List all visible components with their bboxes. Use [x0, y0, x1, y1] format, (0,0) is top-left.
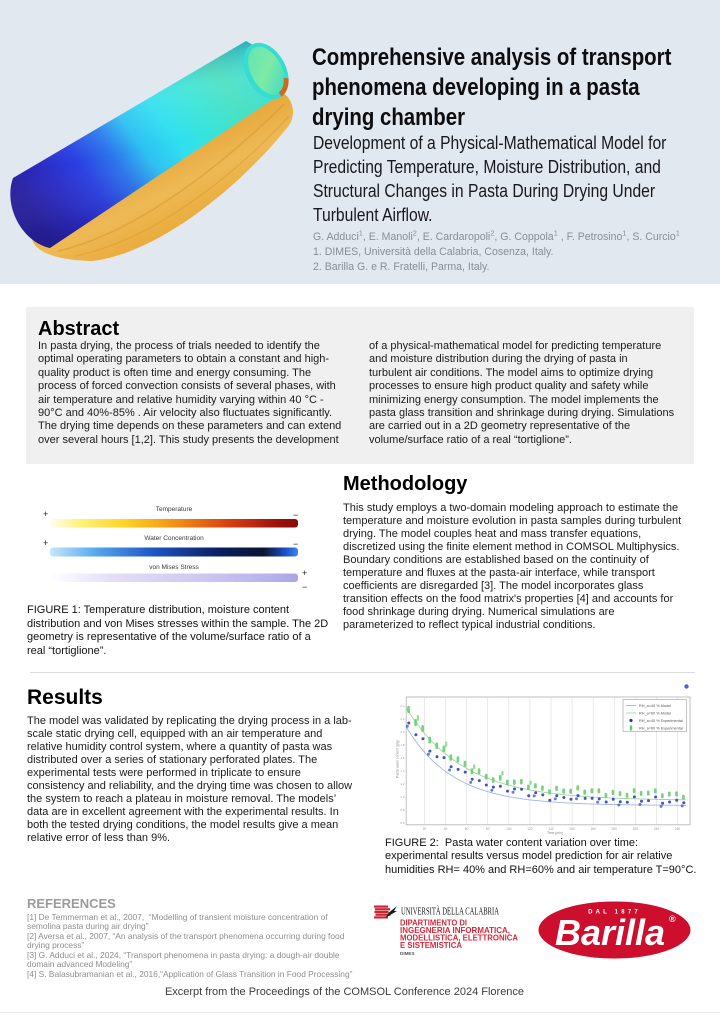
- svg-text:100: 100: [506, 827, 512, 831]
- svg-text:RH_a=60 % Model: RH_a=60 % Model: [639, 711, 671, 715]
- svg-text:260: 260: [675, 827, 681, 831]
- svg-text:MODELLISTICA, ELETTRONICA: MODELLISTICA, ELETTRONICA: [400, 934, 518, 943]
- svg-text:DIPARTIMENTO DI: DIPARTIMENTO DI: [400, 919, 467, 928]
- svg-text:1.4: 1.4: [400, 769, 405, 773]
- svg-text:+: +: [302, 568, 307, 578]
- svg-text:Barilla: Barilla: [555, 912, 665, 953]
- svg-text:240: 240: [654, 827, 660, 831]
- svg-text:40: 40: [444, 827, 448, 831]
- svg-text:+: +: [43, 538, 48, 548]
- svg-text:DAL 1877: DAL 1877: [588, 910, 641, 916]
- svg-text:180: 180: [591, 827, 597, 831]
- svg-text:2.0: 2.0: [400, 730, 405, 734]
- svg-text:−: −: [293, 510, 298, 520]
- svg-text:von Mises Stress: von Mises Stress: [149, 564, 199, 571]
- svg-text:200: 200: [612, 827, 618, 831]
- svg-text:RH_a=40 % Experimental: RH_a=40 % Experimental: [639, 719, 683, 723]
- svg-text:DIMES: DIMES: [400, 951, 415, 956]
- svg-text:80: 80: [486, 827, 490, 831]
- svg-text:1.8: 1.8: [400, 743, 405, 747]
- svg-text:20: 20: [423, 827, 427, 831]
- svg-text:0.6: 0.6: [400, 821, 405, 825]
- svg-text:120: 120: [527, 827, 533, 831]
- svg-text:RH_a=40 % Model: RH_a=40 % Model: [639, 704, 671, 708]
- svg-text:®: ®: [669, 914, 676, 924]
- svg-text:160: 160: [569, 827, 575, 831]
- svg-text:E SISTEMISTICA: E SISTEMISTICA: [400, 941, 462, 950]
- svg-text:+: +: [43, 509, 48, 519]
- svg-text:INGEGNERIA INFORMATICA,: INGEGNERIA INFORMATICA,: [400, 926, 510, 935]
- svg-text:Water Concentration: Water Concentration: [144, 535, 204, 542]
- svg-text:1.2: 1.2: [400, 782, 405, 786]
- svg-text:0.8: 0.8: [400, 808, 405, 812]
- svg-text:−: −: [293, 539, 298, 549]
- svg-text:Pasta water content (g/g): Pasta water content (g/g): [396, 740, 400, 778]
- svg-text:2.2: 2.2: [400, 717, 405, 721]
- svg-text:−: −: [302, 582, 307, 592]
- svg-text:Temperature: Temperature: [156, 506, 193, 513]
- svg-text:2.4: 2.4: [400, 704, 405, 708]
- svg-text:1.0: 1.0: [400, 795, 405, 799]
- svg-text:1.6: 1.6: [400, 756, 405, 760]
- svg-text:Time (min): Time (min): [547, 831, 563, 835]
- svg-text:60: 60: [465, 827, 469, 831]
- svg-text:RH_a=60 % Experimental: RH_a=60 % Experimental: [639, 726, 683, 730]
- svg-text:140: 140: [548, 827, 554, 831]
- svg-text:UNIVERSITÀ DELLA CALABRIA: UNIVERSITÀ DELLA CALABRIA: [401, 906, 499, 918]
- svg-text:220: 220: [633, 827, 639, 831]
